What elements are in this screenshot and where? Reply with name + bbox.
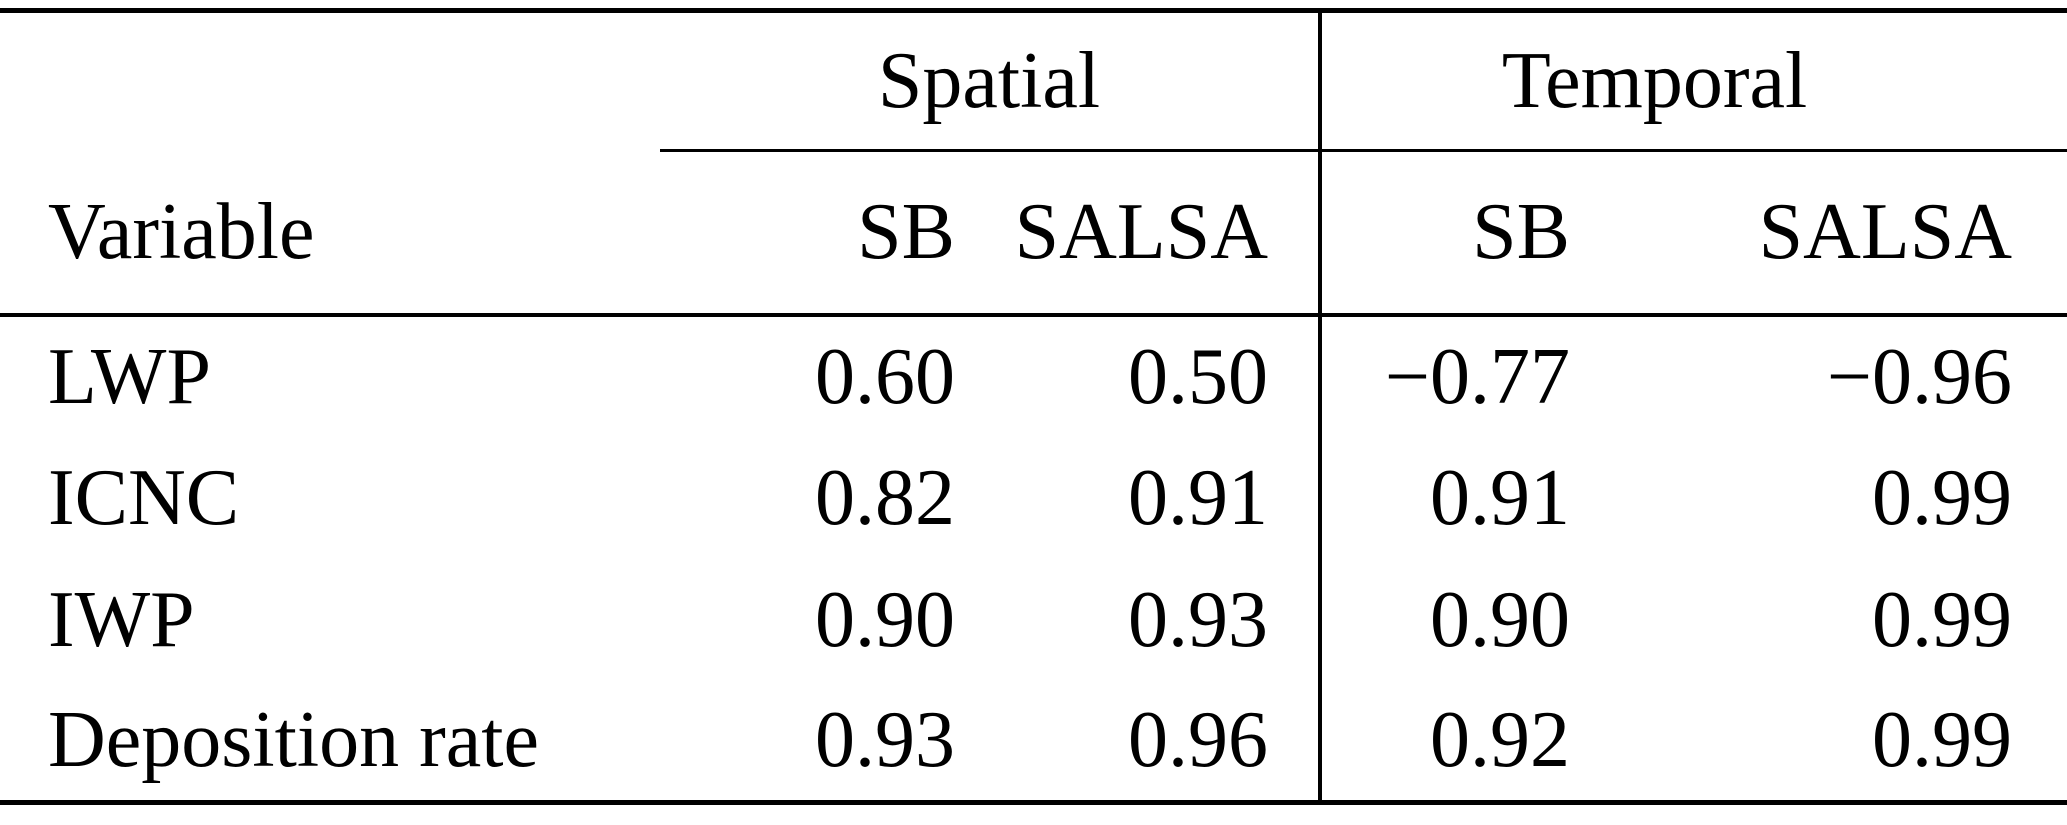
value-cell: 0.96 — [1128, 696, 1268, 785]
value-cell: 0.91 — [1318, 436, 1620, 559]
value-cell: 0.50 — [1128, 332, 1268, 421]
value-cell: 0.99 — [1872, 575, 2013, 664]
header-row: Variable SB SALSA SB SALSA — [0, 150, 2067, 317]
column-group-temporal: Temporal — [1317, 10, 2067, 152]
value-cell: 0.99 — [1872, 453, 2013, 542]
value-cell: 0.91 — [1128, 453, 1268, 542]
value-cell: 0.90 — [815, 575, 955, 664]
value-cell: −0.96 — [1826, 332, 2013, 421]
header-sb-temporal: SB — [1318, 150, 1620, 317]
column-group-spatial: Spatial — [660, 10, 1320, 152]
header-salsa-spatial: SALSA — [1000, 150, 1320, 317]
header-salsa-temporal: SALSA — [1620, 150, 2067, 317]
column-group-row: Spatial Temporal — [0, 10, 2067, 152]
value-cell: 0.93 — [1128, 575, 1268, 664]
table-row: IWP 0.90 0.93 0.90 0.99 — [0, 558, 2067, 681]
corner-empty-cell — [0, 11, 660, 151]
variable-cell: Deposition rate — [48, 696, 539, 785]
header-sb-spatial: SB — [660, 150, 1000, 317]
value-cell: 0.99 — [1872, 696, 2013, 785]
variable-cell: ICNC — [48, 453, 240, 542]
table-row: LWP 0.60 0.50 −0.77 −0.96 — [0, 314, 2067, 437]
value-cell: −0.77 — [1318, 314, 1620, 437]
variable-cell: LWP — [48, 332, 211, 421]
variable-cell: IWP — [48, 575, 195, 664]
value-cell: 0.60 — [815, 332, 955, 421]
value-cell: 0.93 — [815, 696, 955, 785]
value-cell: 0.92 — [1318, 680, 1620, 803]
table-row: Deposition rate 0.93 0.96 0.92 0.99 — [0, 680, 2067, 803]
header-variable: Variable — [0, 150, 660, 317]
correlation-table: Spatial Temporal Variable SB SALSA SB SA… — [0, 8, 2067, 805]
value-cell: 0.90 — [1318, 558, 1620, 681]
value-cell: 0.82 — [815, 453, 955, 542]
table-row: ICNC 0.82 0.91 0.91 0.99 — [0, 436, 2067, 559]
